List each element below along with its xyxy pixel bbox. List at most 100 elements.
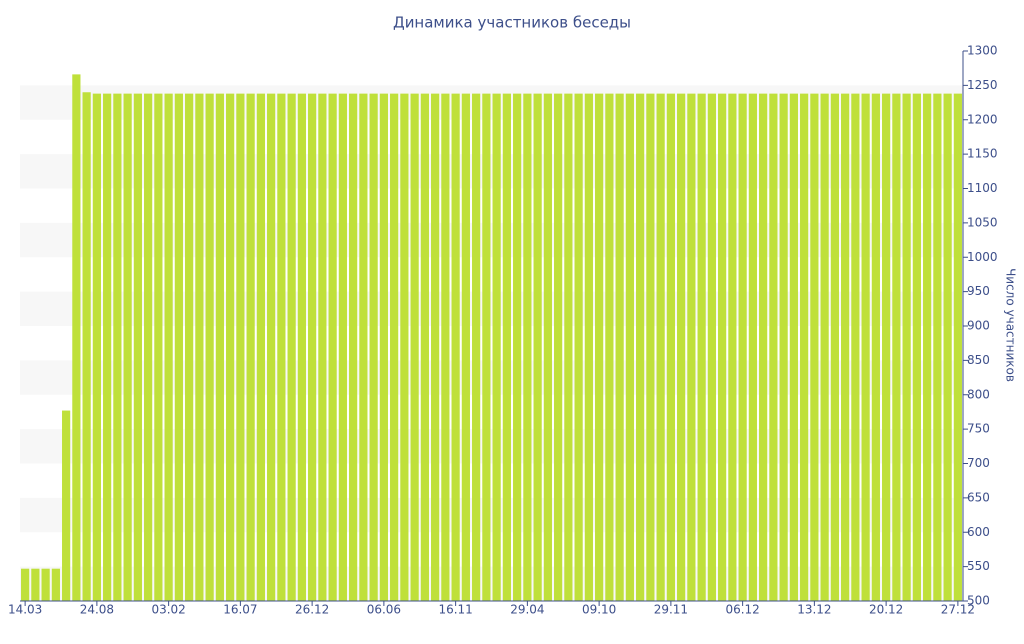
y-tick-label: 550 [967, 559, 990, 573]
bar [174, 93, 183, 601]
bar [718, 93, 727, 601]
y-tick-label: 750 [967, 422, 990, 436]
bar [779, 93, 788, 601]
bar [41, 568, 50, 601]
y-tick-label: 800 [967, 387, 990, 401]
bar [543, 93, 552, 601]
bar [297, 93, 306, 601]
bar [882, 93, 891, 601]
bar [595, 93, 604, 601]
bar [902, 93, 911, 601]
bar [502, 93, 511, 601]
bar [400, 93, 409, 601]
bar [492, 93, 501, 601]
bar [246, 93, 255, 601]
bar [390, 93, 399, 601]
bar [195, 93, 204, 601]
bar [574, 93, 583, 601]
x-tick-label: 09.10 [582, 603, 616, 617]
bar [748, 93, 757, 601]
bar [605, 93, 614, 601]
bar [646, 93, 655, 601]
bar [267, 93, 276, 601]
bar [892, 93, 901, 601]
bar [113, 93, 122, 601]
y-tick-label: 1050 [967, 215, 998, 229]
y-tick-label: 650 [967, 490, 990, 504]
y-axis-label: Число участников [1004, 268, 1018, 382]
bar [72, 74, 81, 601]
x-tick-label: 03.02 [151, 603, 185, 617]
bar [830, 93, 839, 601]
bar [461, 93, 470, 601]
bar [410, 93, 419, 601]
y-tick-label: 950 [967, 284, 990, 298]
x-tick-label: 29.04 [510, 603, 544, 617]
bar [308, 93, 317, 601]
bar [820, 93, 829, 601]
bar [513, 93, 522, 601]
bar [21, 568, 30, 601]
bar [338, 93, 347, 601]
y-tick-label: 1250 [967, 78, 998, 92]
bar [123, 93, 132, 601]
bar [277, 93, 286, 601]
bar [431, 93, 440, 601]
bar [933, 93, 942, 601]
bar [656, 93, 665, 601]
bar [133, 93, 142, 601]
y-tick-label: 1300 [967, 44, 998, 58]
bar [236, 93, 245, 601]
bar [769, 93, 778, 601]
bar [154, 93, 163, 601]
bar [943, 93, 952, 601]
x-tick-label: 16.07 [223, 603, 257, 617]
bar [861, 93, 870, 601]
x-tick-label: 06.06 [367, 603, 401, 617]
bar [697, 93, 706, 601]
bar [379, 93, 388, 601]
bar [318, 93, 327, 601]
bar [103, 93, 112, 601]
x-tick-label: 16.11 [438, 603, 472, 617]
y-tick-label: 1200 [967, 112, 998, 126]
bar [328, 93, 337, 601]
bar [369, 93, 378, 601]
bar [707, 93, 716, 601]
bar [451, 93, 460, 601]
bar [666, 93, 675, 601]
bar [256, 93, 265, 601]
bar [164, 93, 173, 601]
x-tick-label: 24.08 [80, 603, 114, 617]
y-tick-label: 900 [967, 319, 990, 333]
bar [533, 93, 542, 601]
bar [82, 92, 91, 601]
bar [554, 93, 563, 601]
bar [62, 410, 71, 601]
bar [841, 93, 850, 601]
bar [92, 93, 101, 601]
x-tick-label: 06.12 [725, 603, 759, 617]
y-tick-label: 600 [967, 525, 990, 539]
bar [615, 93, 624, 601]
bar [523, 93, 532, 601]
y-tick-label: 1150 [967, 147, 998, 161]
y-tick-label: 700 [967, 456, 990, 470]
bar [728, 93, 737, 601]
bar [636, 93, 645, 601]
bar [625, 93, 634, 601]
bar [923, 93, 932, 601]
bar [31, 568, 40, 601]
bar [871, 93, 880, 601]
bar [789, 93, 798, 601]
bar [759, 93, 768, 601]
y-tick-label: 1000 [967, 250, 998, 264]
bar [584, 93, 593, 601]
x-tick-label: 26.12 [295, 603, 329, 617]
bar [185, 93, 194, 601]
bar [677, 93, 686, 601]
bar [912, 93, 921, 601]
bar [287, 93, 296, 601]
chart-title: Динамика участников беседы [393, 14, 631, 32]
